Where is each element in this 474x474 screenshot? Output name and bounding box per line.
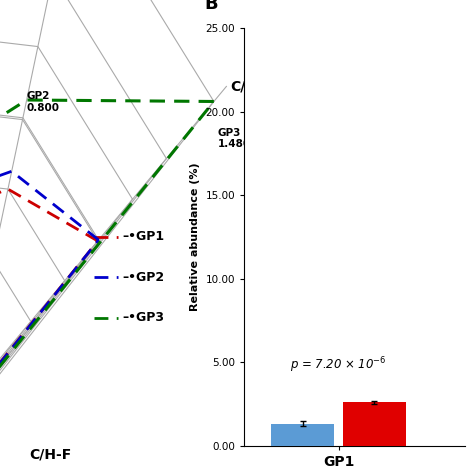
Bar — [272, 424, 334, 446]
Y-axis label: Relative abundance (%): Relative abundance (%) — [190, 163, 200, 311]
Text: GP3
1.480: GP3 1.480 — [218, 128, 251, 149]
Text: GP2
0.800: GP2 0.800 — [27, 91, 60, 113]
Text: –•GP3: –•GP3 — [122, 311, 164, 324]
Text: B: B — [204, 0, 218, 13]
Text: $p$ = 7.20 × 10$^{-6}$: $p$ = 7.20 × 10$^{-6}$ — [290, 356, 387, 375]
Text: –•GP1: –•GP1 — [122, 230, 164, 244]
Bar — [343, 402, 406, 446]
Text: C/H-FS: C/H-FS — [230, 80, 283, 93]
Text: –•GP2: –•GP2 — [122, 271, 164, 284]
Text: C/H-F: C/H-F — [29, 448, 72, 462]
